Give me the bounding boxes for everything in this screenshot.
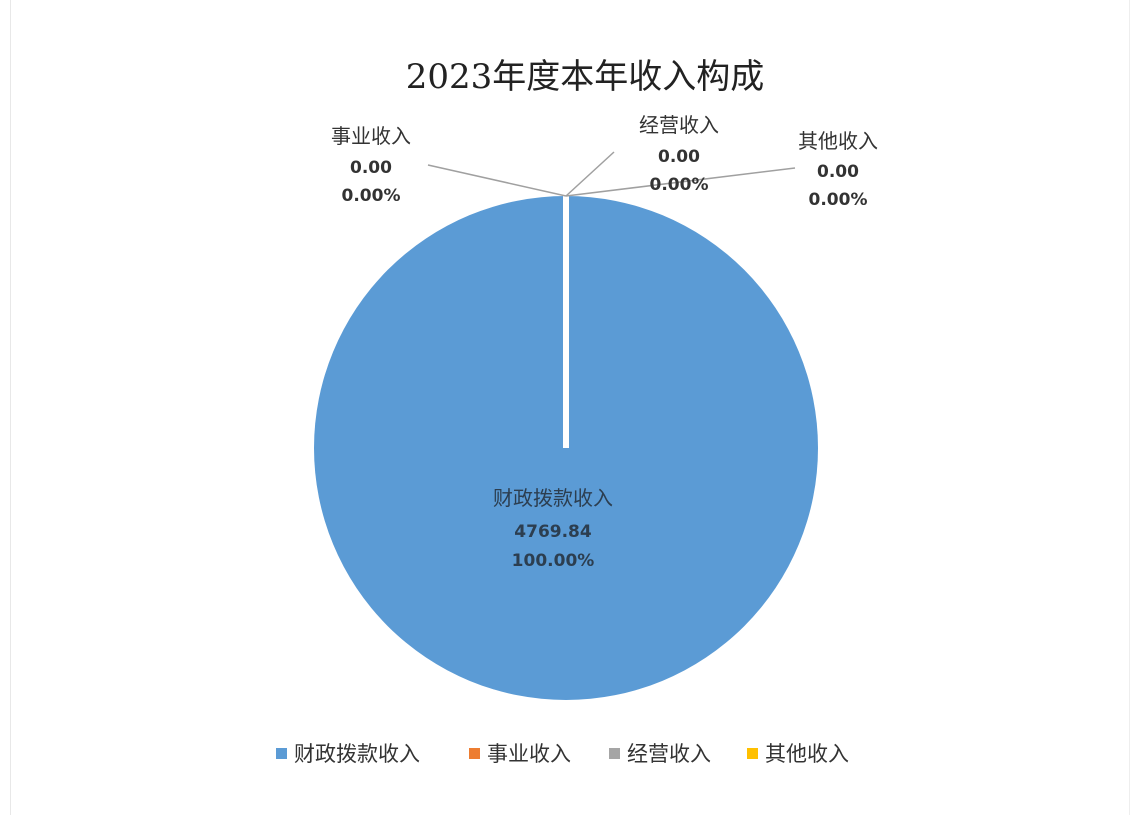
legend-label-business: 事业收入 <box>487 742 571 766</box>
legend-item-fiscal[interactable]: 财政拨款收入 <box>276 742 420 766</box>
pie-slices <box>314 196 818 700</box>
legend-item-business[interactable]: 事业收入 <box>469 742 571 766</box>
data-labels: 财政拨款收入 4769.84 100.00% 事业收入 0.00 0.00% 经营收入 0.0… <box>331 113 878 571</box>
leader-line-operating <box>565 151 615 197</box>
slice-label-value-operating: 0.00 <box>658 147 700 167</box>
legend: 财政拨款收入 事业收入 经营收入 其他收入 <box>276 742 849 766</box>
leader-lines <box>427 151 796 197</box>
slice-label-name-operating: 经营收入 <box>639 113 719 137</box>
legend-swatch-business <box>469 748 480 759</box>
slice-label-value-business: 0.00 <box>350 158 392 178</box>
legend-item-operating[interactable]: 经营收入 <box>609 742 711 766</box>
slice-label-value-fiscal: 4769.84 <box>514 522 592 542</box>
legend-swatch-operating <box>609 748 620 759</box>
leader-line-other <box>565 167 796 197</box>
slice-label-name-other: 其他收入 <box>798 129 878 153</box>
legend-label-other: 其他收入 <box>765 742 849 766</box>
legend-swatch-fiscal <box>276 748 287 759</box>
slice-label-percent-business: 0.00% <box>342 186 401 206</box>
slice-label-percent-other: 0.00% <box>809 190 868 210</box>
slice-label-value-other: 0.00 <box>817 162 859 182</box>
slice-label-percent-operating: 0.00% <box>650 175 709 195</box>
legend-swatch-other <box>747 748 758 759</box>
legend-item-other[interactable]: 其他收入 <box>747 742 849 766</box>
slice-label-name-fiscal: 财政拨款收入 <box>493 486 613 510</box>
slice-label-percent-fiscal: 100.00% <box>512 551 595 571</box>
leader-line-business <box>427 164 567 197</box>
legend-label-operating: 经营收入 <box>627 742 711 766</box>
chart-title: 2023年度本年收入构成 <box>406 57 765 97</box>
legend-label-fiscal: 财政拨款收入 <box>294 742 420 766</box>
slice-label-name-business: 事业收入 <box>331 124 411 148</box>
